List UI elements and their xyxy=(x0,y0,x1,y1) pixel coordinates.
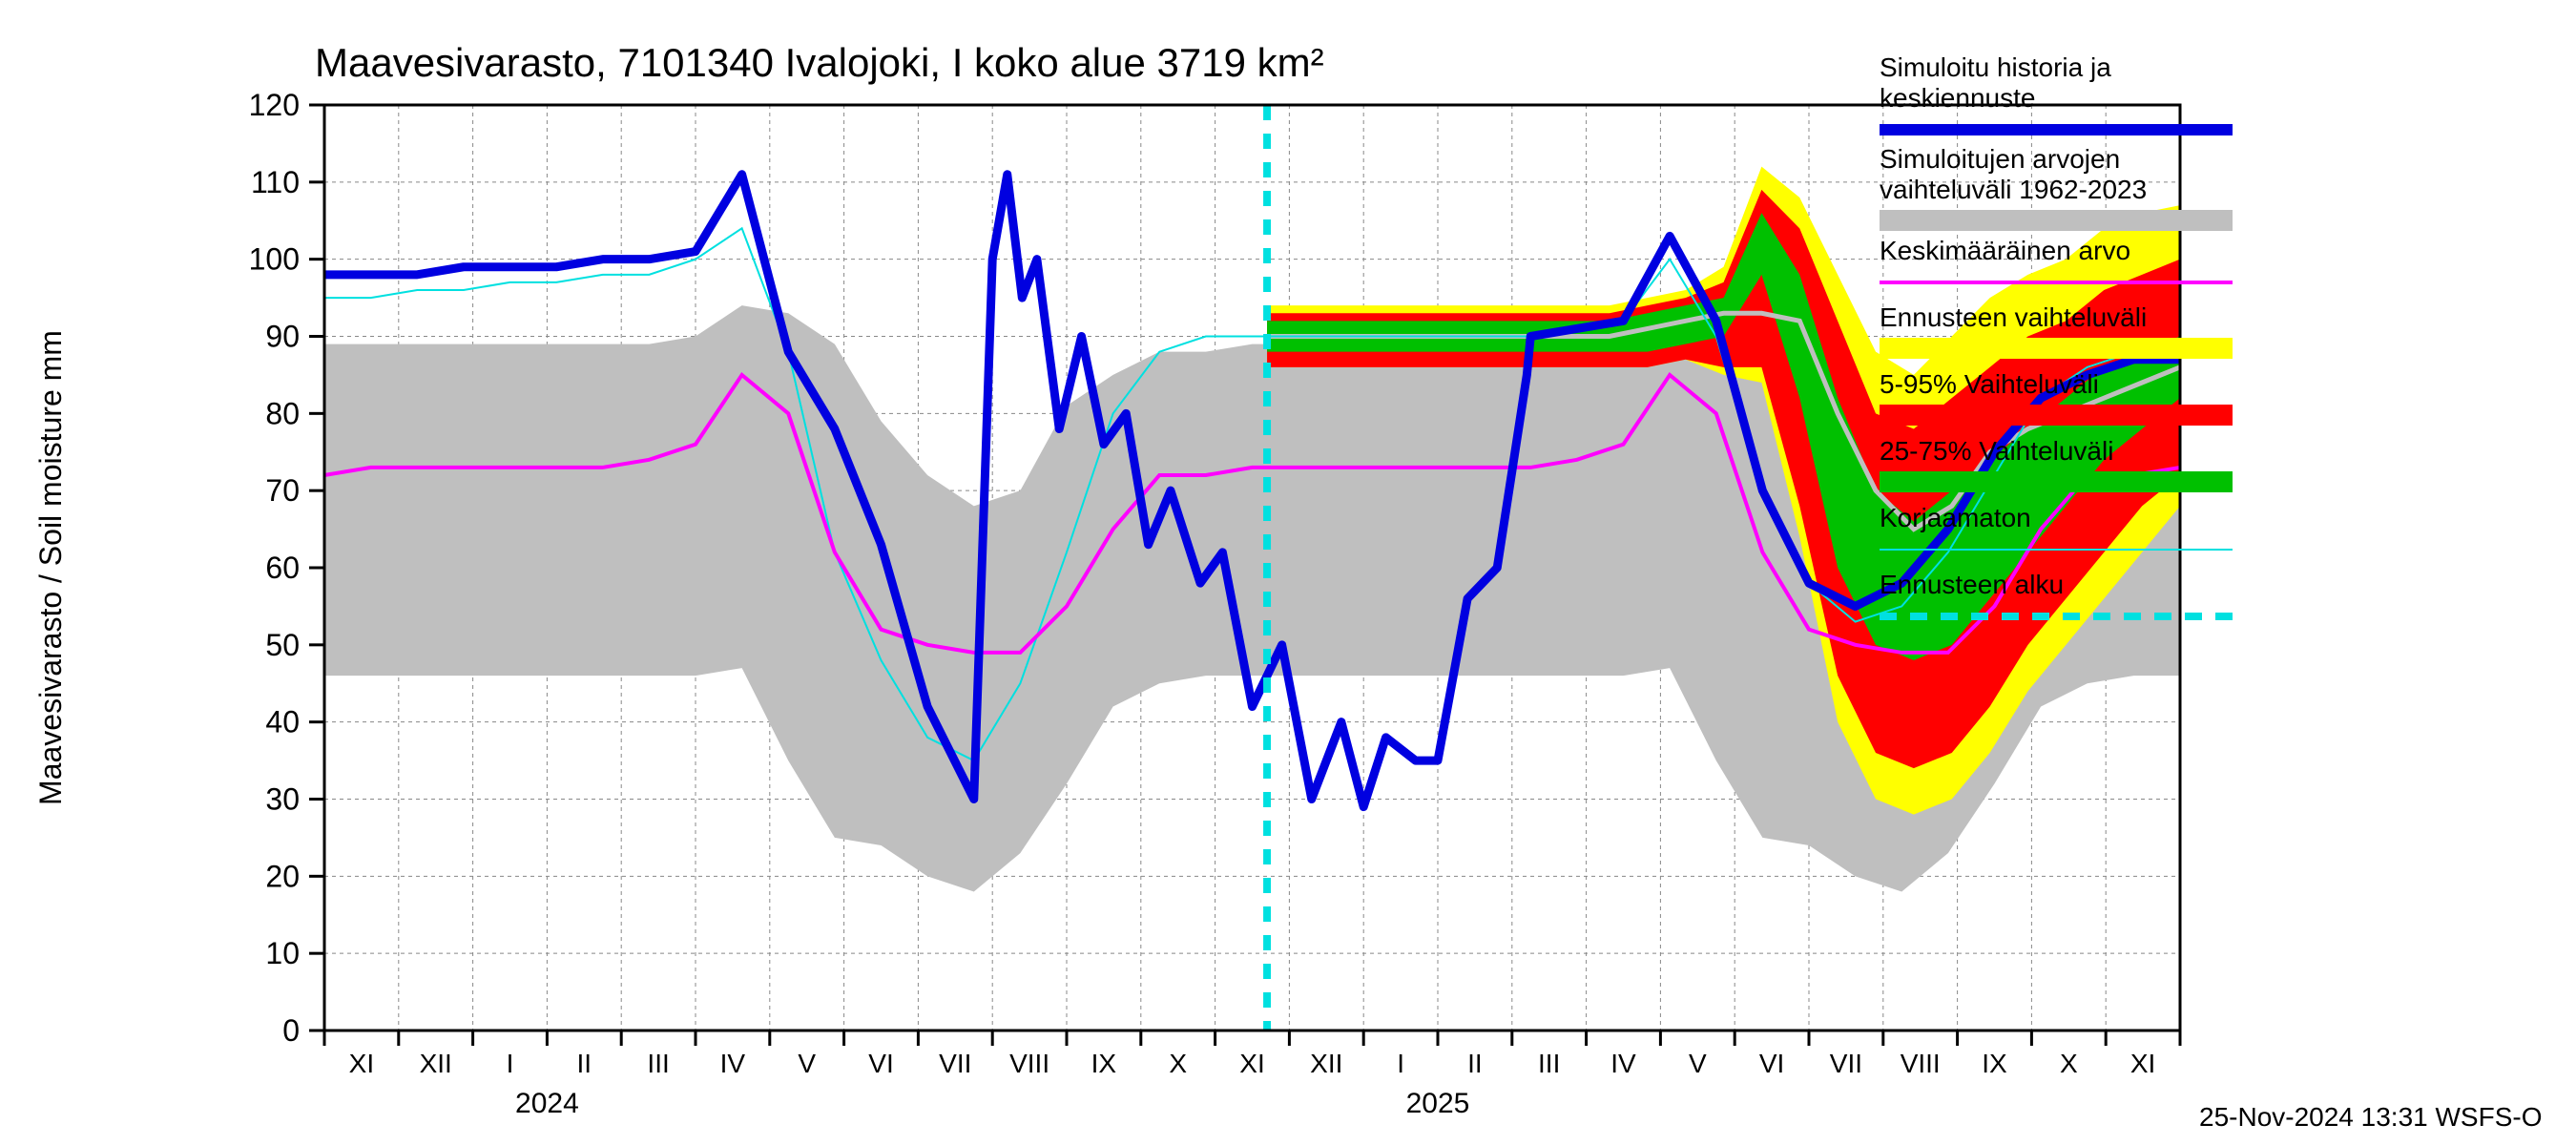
svg-text:60: 60 xyxy=(265,551,300,585)
legend-label: Keskimääräinen arvo xyxy=(1880,236,2130,265)
svg-text:II: II xyxy=(577,1049,592,1078)
svg-text:II: II xyxy=(1467,1049,1483,1078)
svg-text:50: 50 xyxy=(265,628,300,662)
svg-text:2025: 2025 xyxy=(1406,1088,1470,1119)
svg-text:XI: XI xyxy=(349,1049,374,1078)
legend-label: vaihteluväli 1962-2023 xyxy=(1880,175,2147,204)
svg-text:20: 20 xyxy=(265,859,300,893)
svg-text:VIII: VIII xyxy=(1901,1049,1941,1078)
svg-text:X: X xyxy=(2060,1049,2078,1078)
svg-text:100: 100 xyxy=(249,242,300,277)
legend-label: 25-75% Vaihteluväli xyxy=(1880,436,2113,466)
svg-text:XII: XII xyxy=(1310,1049,1342,1078)
svg-text:VI: VI xyxy=(1759,1049,1784,1078)
svg-text:110: 110 xyxy=(251,165,300,199)
svg-text:2024: 2024 xyxy=(515,1088,579,1119)
svg-text:XII: XII xyxy=(420,1049,452,1078)
svg-text:I: I xyxy=(507,1049,514,1078)
svg-text:80: 80 xyxy=(265,396,300,430)
svg-text:0: 0 xyxy=(282,1013,300,1048)
svg-text:V: V xyxy=(1689,1049,1707,1078)
svg-text:X: X xyxy=(1169,1049,1187,1078)
chart-title: Maavesivarasto, 7101340 Ivalojoki, I kok… xyxy=(315,40,1324,85)
legend-label: 5-95% Vaihteluväli xyxy=(1880,369,2099,399)
svg-text:VII: VII xyxy=(1830,1049,1862,1078)
svg-text:IV: IV xyxy=(1610,1049,1636,1078)
svg-text:III: III xyxy=(1538,1049,1560,1078)
svg-text:30: 30 xyxy=(265,782,300,817)
svg-text:III: III xyxy=(647,1049,669,1078)
legend-label: Simuloitu historia ja xyxy=(1880,52,2111,82)
chart-container: 0102030405060708090100110120XIXIIIIIIIII… xyxy=(0,0,2576,1145)
svg-text:IX: IX xyxy=(1091,1049,1117,1078)
chart-svg: 0102030405060708090100110120XIXIIIIIIIII… xyxy=(0,0,2576,1145)
svg-text:VIII: VIII xyxy=(1009,1049,1049,1078)
svg-text:XI: XI xyxy=(2130,1049,2155,1078)
svg-text:70: 70 xyxy=(265,473,300,508)
svg-text:VII: VII xyxy=(939,1049,971,1078)
legend-label: keskiennuste xyxy=(1880,83,2035,113)
svg-text:40: 40 xyxy=(265,705,300,739)
svg-text:IX: IX xyxy=(1982,1049,2007,1078)
svg-text:90: 90 xyxy=(265,320,300,354)
legend-label: Ennusteen alku xyxy=(1880,570,2064,599)
svg-text:120: 120 xyxy=(249,88,300,122)
svg-text:IV: IV xyxy=(720,1049,746,1078)
svg-text:XI: XI xyxy=(1239,1049,1264,1078)
legend-label: Ennusteen vaihteluväli xyxy=(1880,302,2147,332)
svg-text:10: 10 xyxy=(265,936,300,970)
timestamp-footer: 25-Nov-2024 13:31 WSFS-O xyxy=(2199,1102,2543,1132)
y-axis-label: Maavesivarasto / Soil moisture mm xyxy=(33,330,68,805)
legend-label: Korjaamaton xyxy=(1880,503,2031,532)
svg-text:I: I xyxy=(1397,1049,1404,1078)
svg-text:VI: VI xyxy=(868,1049,893,1078)
legend-label: Simuloitujen arvojen xyxy=(1880,144,2120,174)
svg-text:V: V xyxy=(798,1049,816,1078)
